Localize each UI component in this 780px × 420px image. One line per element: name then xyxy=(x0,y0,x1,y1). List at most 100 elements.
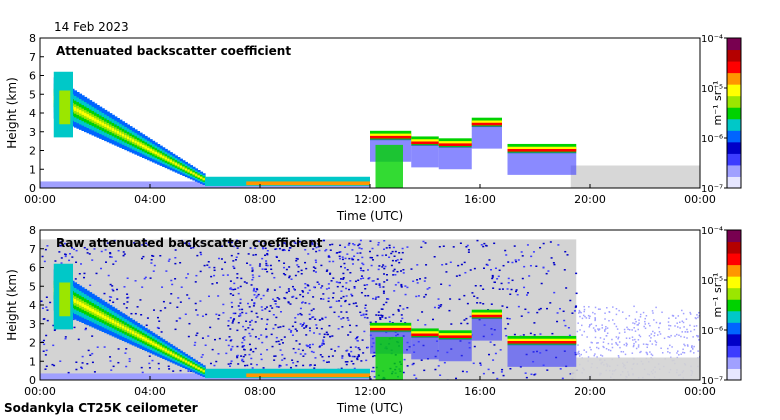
x-tick-label: 04:00 xyxy=(134,193,166,206)
colorbar-swatch xyxy=(727,322,741,335)
y-ticks: 0 1 2 3 4 5 6 7 8 xyxy=(29,32,44,195)
y-tick-label: 4 xyxy=(29,107,36,120)
plot-area xyxy=(40,230,700,380)
colorbar-swatch xyxy=(727,72,741,85)
colorbar-swatch xyxy=(727,84,741,97)
colorbar-swatch xyxy=(727,356,741,369)
y-tick-label: 0 xyxy=(29,374,36,387)
colorbar-tick-label: 10⁻⁵ xyxy=(701,276,723,287)
y-tick-label: 6 xyxy=(29,70,36,83)
plot-background xyxy=(40,38,700,188)
x-tick-label: 00:00 xyxy=(24,193,56,206)
x-ticks: 00:00 04:00 08:00 12:00 16:00 20:00 00:00 xyxy=(24,184,716,206)
cloud-segment xyxy=(471,309,502,341)
colorbar-swatch xyxy=(727,345,741,358)
x-tick-label: 20:00 xyxy=(574,385,606,398)
colorbar: 10⁻⁷ 10⁻⁶ 10⁻⁵ 10⁻⁴ m⁻¹ sr⁻¹ xyxy=(701,226,742,387)
y-tick-label: 8 xyxy=(29,224,36,237)
colorbar-swatch xyxy=(727,299,741,312)
colorbar-swatch xyxy=(727,61,741,74)
x-tick-label: 08:00 xyxy=(244,193,276,206)
y-tick-label: 6 xyxy=(29,262,36,275)
colorbar-frame xyxy=(726,229,742,381)
late-noise-band xyxy=(570,357,700,380)
cloud-segment xyxy=(507,143,577,175)
y-ticks: 0 1 2 3 4 5 6 7 8 xyxy=(29,224,44,387)
colorbar-swatch xyxy=(727,95,741,108)
colorbar-swatch xyxy=(727,141,741,154)
x-tick-label: 00:00 xyxy=(684,193,716,206)
descending-layer xyxy=(53,269,206,377)
colorbar-swatch xyxy=(727,276,741,289)
panel-1: Attenuated backscatter coefficient 0 1 2 3 4 5… xyxy=(5,32,742,223)
colorbar-swatch xyxy=(727,310,741,323)
cloud-segment xyxy=(438,330,472,362)
colorbar-tick-label: 10⁻⁷ xyxy=(701,376,723,387)
colorbar-tick-label: 10⁻⁶ xyxy=(701,134,723,145)
colorbar-swatch xyxy=(727,333,741,346)
colorbar-swatch xyxy=(727,38,741,51)
x-tick-label: 08:00 xyxy=(244,385,276,398)
colorbar-swatch xyxy=(727,153,741,166)
precip-streaks xyxy=(375,144,403,188)
colorbar-label: m⁻¹ sr⁻¹ xyxy=(711,273,724,318)
late-noise-band xyxy=(570,165,700,188)
y-tick-label: 3 xyxy=(29,126,36,139)
plot-area xyxy=(40,38,700,188)
precip-streaks xyxy=(375,336,403,380)
x-tick-label: 00:00 xyxy=(684,385,716,398)
y-tick-label: 2 xyxy=(29,337,36,350)
y-tick-label: 5 xyxy=(29,88,36,101)
x-tick-label: 04:00 xyxy=(134,385,166,398)
x-axis-label: Time (UTC) xyxy=(336,401,403,415)
colorbar-tick-label: 10⁻⁴ xyxy=(701,226,723,237)
x-axis-label: Time (UTC) xyxy=(336,209,403,223)
x-tick-label: 16:00 xyxy=(464,193,496,206)
colorbar-swatch xyxy=(727,49,741,62)
cloud-segment xyxy=(438,138,472,170)
colorbar-tick-label: 10⁻⁵ xyxy=(701,84,723,95)
cloud-segment xyxy=(411,136,439,168)
colorbar-swatch xyxy=(727,118,741,131)
panel-2: Raw attenuated backscatter coefficient 0 1… xyxy=(5,224,742,415)
panel-title: Attenuated backscatter coefficient xyxy=(56,44,291,58)
colorbar-frame xyxy=(726,37,742,189)
cloud-segment xyxy=(507,335,577,367)
colorbar-tick-label: 10⁻⁶ xyxy=(701,326,723,337)
y-tick-label: 5 xyxy=(29,280,36,293)
y-tick-label: 8 xyxy=(29,32,36,45)
y-tick-label: 2 xyxy=(29,145,36,158)
date-label: 14 Feb 2023 xyxy=(54,20,129,34)
x-tick-label: 12:00 xyxy=(354,193,386,206)
y-axis-label: Height (km) xyxy=(5,77,19,148)
x-tick-label: 00:00 xyxy=(24,385,56,398)
cloud-segment xyxy=(411,328,439,360)
x-tick-label: 20:00 xyxy=(574,193,606,206)
y-tick-label: 3 xyxy=(29,318,36,331)
panel-title: Raw attenuated backscatter coefficient xyxy=(56,236,323,250)
colorbar-swatch xyxy=(727,253,741,266)
colorbar-label: m⁻¹ sr⁻¹ xyxy=(711,81,724,126)
y-tick-label: 0 xyxy=(29,182,36,195)
colorbar-swatch xyxy=(727,264,741,277)
y-tick-label: 4 xyxy=(29,299,36,312)
colorbar-swatch xyxy=(727,107,741,120)
colorbar-swatch xyxy=(727,164,741,177)
y-tick-label: 1 xyxy=(29,355,36,368)
colorbar-swatch xyxy=(727,287,741,300)
colorbar: 10⁻⁷ 10⁻⁶ 10⁻⁵ 10⁻⁴ m⁻¹ sr⁻¹ xyxy=(701,34,742,195)
instrument-label: Sodankyla CT25K ceilometer xyxy=(4,401,198,415)
colorbar-tick-label: 10⁻⁷ xyxy=(701,184,723,195)
y-tick-label: 1 xyxy=(29,163,36,176)
colorbar-swatch xyxy=(727,230,741,243)
y-axis-label: Height (km) xyxy=(5,269,19,340)
colorbar-swatch xyxy=(727,241,741,254)
y-tick-label: 7 xyxy=(29,243,36,256)
colorbar-tick-label: 10⁻⁴ xyxy=(701,34,723,45)
y-tick-label: 7 xyxy=(29,51,36,64)
colorbar-swatch xyxy=(727,130,741,143)
colorbar-swatch xyxy=(727,176,741,189)
cloud-segment xyxy=(471,117,502,149)
